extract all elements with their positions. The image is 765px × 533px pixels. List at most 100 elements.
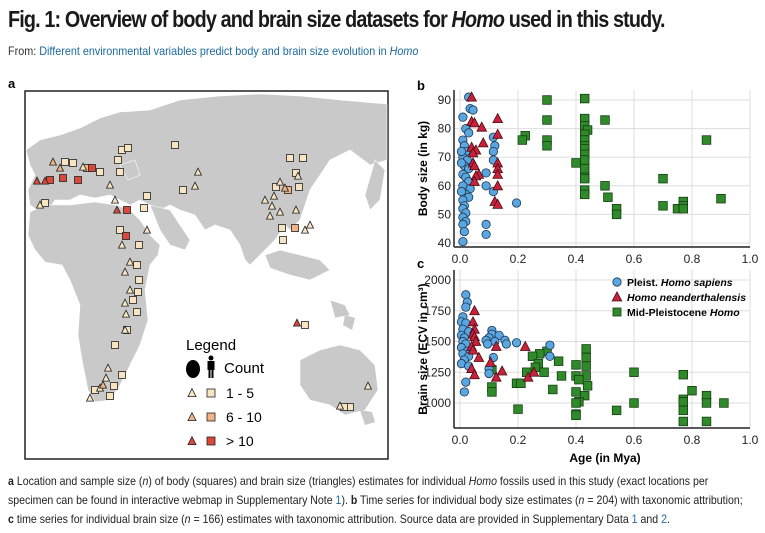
brain-size-marker: [292, 318, 302, 327]
brain-size-marker: [305, 220, 315, 229]
brain-size-marker: [78, 162, 88, 171]
brain-size-marker: [120, 298, 130, 307]
point-sapiens: [484, 368, 494, 379]
point-mid_pleistocene: [701, 135, 712, 145]
world-map: Legend Count 1 - 5 6 - 10 > 10: [24, 90, 389, 460]
land-masses: [25, 93, 388, 425]
point-neanderthalensis: [469, 159, 480, 171]
brain-icon: [186, 360, 200, 378]
cap-n: n: [184, 512, 191, 526]
point-sapiens: [481, 219, 491, 230]
land-mass: [360, 410, 375, 425]
point-sapiens: [494, 330, 504, 340]
point-sapiens: [545, 340, 555, 350]
point-mid_pleistocene: [581, 361, 591, 371]
point-mid_pleistocene: [701, 398, 712, 408]
figure-title: Fig. 1: Overview of body and brain size …: [8, 6, 665, 33]
point-mid_pleistocene: [516, 378, 526, 389]
legend-marker: [612, 307, 622, 317]
point-sapiens: [456, 186, 467, 197]
point-neanderthalensis: [467, 315, 479, 327]
brain-size-marker: [112, 205, 122, 214]
point-neanderthalensis: [466, 91, 478, 102]
point-sapiens: [468, 105, 478, 115]
article-link[interactable]: Different environmental variables predic…: [39, 44, 418, 58]
body-size-marker: [114, 156, 122, 164]
body-size-marker: [295, 183, 303, 191]
brain-size-marker: [190, 181, 200, 190]
body-size-marker: [110, 382, 118, 390]
cap-homo: Homo: [468, 474, 497, 488]
legend-square: [206, 436, 216, 446]
body-size-marker: [135, 276, 143, 284]
point-mid_pleistocene: [580, 390, 590, 401]
body-size-marker: [301, 321, 309, 329]
body-size-marker: [116, 168, 124, 176]
y-tick-label: 1000: [424, 396, 451, 410]
y-tick-label: 60: [438, 179, 452, 193]
brain-size-marker: [269, 191, 279, 200]
point-mid_pleistocene: [571, 360, 581, 370]
cap-a: a: [8, 474, 14, 488]
legend-triangle: [187, 387, 197, 398]
point-mid_pleistocene: [611, 405, 622, 416]
y-tick-label: 90: [438, 93, 452, 107]
body-size-marker: [133, 261, 141, 269]
article-link-italic: Homo: [389, 44, 419, 58]
y-tick-label: 1750: [424, 304, 451, 318]
body-size-marker: [116, 226, 124, 234]
point-neanderthalensis: [469, 304, 480, 316]
x-tick-label: 1.0: [742, 433, 759, 447]
cap-text: = 166) estimates with taxonomic attribut…: [190, 512, 632, 526]
from-label: From:: [8, 44, 40, 58]
point-mid_pleistocene: [539, 367, 549, 377]
brain-size-marker: [120, 325, 130, 334]
point-mid_pleistocene: [553, 356, 564, 366]
point-sapiens: [511, 338, 522, 348]
land-mass: [329, 299, 351, 319]
point-sapiens: [456, 158, 467, 168]
brain-size-marker: [280, 183, 290, 192]
legend-marker: [611, 291, 623, 302]
point-sapiens: [511, 198, 522, 208]
body-size-marker: [122, 232, 130, 240]
legend-triangle: [187, 411, 197, 422]
land-mass: [299, 344, 379, 416]
point-mid_pleistocene: [719, 398, 729, 408]
brain-size-marker: [40, 176, 50, 185]
source-line: From: Different environmental variables …: [8, 44, 418, 58]
cap-c: c: [8, 512, 14, 526]
cap-text: and: [637, 512, 662, 526]
point-mid_pleistocene: [571, 387, 581, 397]
legend-square: [206, 388, 216, 398]
point-neanderthalensis: [469, 368, 480, 380]
x-tick-label: 0.8: [684, 433, 701, 447]
brain-size-marker: [193, 167, 203, 176]
body-size-marker: [134, 288, 142, 296]
cap-b: b: [350, 493, 358, 507]
body-size-marker: [74, 176, 82, 184]
body-size-marker: [118, 371, 126, 379]
brain-size-marker: [335, 401, 345, 410]
supplementary-note-link[interactable]: 1: [335, 493, 342, 507]
supplementary-data-2-link[interactable]: 2: [661, 512, 667, 526]
point-sapiens: [488, 146, 498, 157]
y-tick-label: 80: [438, 122, 452, 136]
supplementary-data-1-link[interactable]: 1: [631, 512, 638, 526]
point-neanderthalensis: [467, 147, 479, 158]
point-sapiens: [458, 236, 468, 247]
brain-size-marker: [125, 285, 135, 294]
point-mid_pleistocene: [580, 155, 590, 165]
point-neanderthalensis: [490, 371, 502, 382]
legend-marker: [612, 277, 622, 287]
point-mid_pleistocene: [487, 387, 497, 397]
point-mid_pleistocene: [580, 189, 590, 200]
brain-size-marker: [265, 211, 275, 220]
point-mid_pleistocene: [542, 95, 552, 105]
map-legend: Legend Count 1 - 5 6 - 10 > 10: [186, 337, 265, 449]
point-mid_pleistocene: [603, 192, 613, 202]
point-mid_pleistocene: [574, 374, 584, 385]
body-size-marker: [123, 206, 131, 214]
body-size-marker: [59, 174, 67, 182]
point-mid_pleistocene: [678, 416, 689, 427]
